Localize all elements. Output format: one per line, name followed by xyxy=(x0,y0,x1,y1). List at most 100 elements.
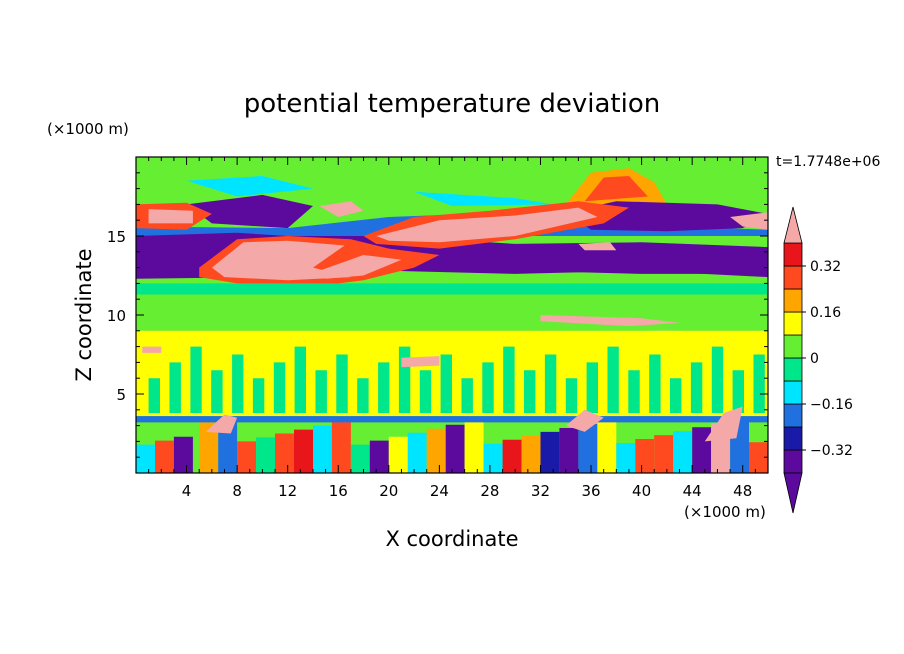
boundary-cell xyxy=(597,420,617,473)
small-warm-right xyxy=(578,242,617,251)
x-tick-label: 16 xyxy=(329,482,348,500)
colorbar-band xyxy=(783,403,803,428)
lower-streak xyxy=(711,346,724,413)
x-tick-label: 4 xyxy=(182,482,192,500)
boundary-cell xyxy=(256,437,275,473)
x-axis-ticks: 4 8 12 16 20 24 28 32 36 40 44 48 xyxy=(148,157,756,500)
y-tick-label: 5 xyxy=(116,386,126,404)
lower-streak xyxy=(252,378,265,413)
colorbar-tick-label: 0.16 xyxy=(810,305,841,321)
lower-warm-spot-b xyxy=(142,346,162,353)
colorbar-tick-label: 0 xyxy=(810,351,819,367)
lower-streak xyxy=(148,378,160,413)
lower-streak xyxy=(378,362,390,413)
colorbar-band xyxy=(783,311,803,336)
boundary-cell xyxy=(635,439,655,473)
right-edge-warm xyxy=(730,212,768,230)
y-axis-unit: (×1000 m) xyxy=(47,120,129,138)
warm-lens-left xyxy=(211,240,351,281)
bl-warm-b xyxy=(565,409,604,432)
boundary-cell xyxy=(578,424,598,473)
chart-title: potential temperature deviation xyxy=(244,89,660,119)
lower-streak xyxy=(482,362,494,413)
lower-warm-spot-a xyxy=(401,356,440,368)
lower-streak xyxy=(294,346,306,413)
colorbar-band xyxy=(783,288,803,313)
colorbar-band xyxy=(783,357,803,382)
lower-streak xyxy=(419,370,432,413)
colorbar-tick-label: −0.16 xyxy=(810,397,853,413)
cold-fringe-a xyxy=(186,176,313,197)
lower-streak xyxy=(461,378,473,413)
boundary-cell xyxy=(173,436,193,473)
x-tick-label: 36 xyxy=(581,482,600,500)
x-tick-label: 32 xyxy=(531,482,550,500)
top-left-purple xyxy=(186,194,313,229)
boundary-cell xyxy=(502,439,522,473)
boundary-cell xyxy=(350,444,370,473)
y-tick-label: 15 xyxy=(107,228,126,246)
lower-streak xyxy=(524,370,536,413)
lower-streak xyxy=(649,354,661,413)
lower-streak xyxy=(211,370,223,413)
x-tick-label: 28 xyxy=(480,482,499,500)
y-axis-label: Z coordinate xyxy=(72,248,96,381)
boundary-cell xyxy=(199,422,219,473)
warm-lens-right xyxy=(376,207,598,243)
boundary-cell xyxy=(136,444,155,473)
boundary-cell xyxy=(331,421,351,473)
boundary-cell xyxy=(275,433,294,473)
boundary-cell xyxy=(540,431,560,473)
lower-streak xyxy=(753,354,765,413)
warm-lens-mid xyxy=(319,255,402,279)
lower-streak xyxy=(169,362,181,413)
heatmap-field xyxy=(136,157,768,473)
lower-streak xyxy=(607,346,619,413)
boundary-cell xyxy=(749,442,768,473)
bl-warm-a xyxy=(205,414,238,434)
boundary-cell xyxy=(692,427,712,473)
boundary-cell xyxy=(313,425,332,473)
boundary-top-blue xyxy=(136,416,768,423)
lower-streak xyxy=(503,346,515,413)
boundary-cell xyxy=(616,443,636,473)
colorbar-tick-label: −0.32 xyxy=(810,443,853,459)
colorbar-band xyxy=(783,242,803,267)
bl-warm-c xyxy=(704,406,743,442)
lower-streak xyxy=(232,354,244,413)
colorbar-max-triangle xyxy=(783,206,803,244)
boundary-cell xyxy=(483,443,503,473)
top-warm-plume-core xyxy=(584,176,648,202)
lower-streak xyxy=(544,354,557,413)
boundary-cell xyxy=(654,435,674,473)
mid-layer-b xyxy=(136,294,768,315)
x-tick-label: 48 xyxy=(733,482,752,500)
colorbar: 0.32 0.16 0 −0.16 −0.32 xyxy=(783,206,853,514)
boundary-cell xyxy=(426,428,446,473)
lower-streak xyxy=(732,370,744,413)
x-tick-label: 8 xyxy=(232,482,242,500)
lower-streak xyxy=(190,346,202,413)
lower-streak xyxy=(670,378,682,413)
boundary-cell xyxy=(388,436,408,473)
colorbar-band xyxy=(783,265,803,290)
boundary-cell xyxy=(464,420,484,473)
lower-streak xyxy=(398,346,411,413)
colorbar-min-triangle xyxy=(783,472,803,514)
colorbar-band xyxy=(783,334,803,359)
boundary-cell xyxy=(294,429,313,473)
x-tick-label: 12 xyxy=(278,482,297,500)
lower-streak xyxy=(315,370,327,413)
top-left-warm xyxy=(148,209,193,224)
boundary-cell xyxy=(521,435,541,473)
boundary-cell xyxy=(237,441,257,473)
lower-streak xyxy=(440,354,452,413)
x-tick-label: 44 xyxy=(683,482,702,500)
colorbar-tick-label: 0.32 xyxy=(810,259,841,275)
boundary-cell xyxy=(155,440,174,473)
lower-streak xyxy=(690,362,703,413)
boundary-cell xyxy=(445,424,465,473)
colorbar-band xyxy=(783,426,803,451)
x-tick-label: 40 xyxy=(632,482,651,500)
